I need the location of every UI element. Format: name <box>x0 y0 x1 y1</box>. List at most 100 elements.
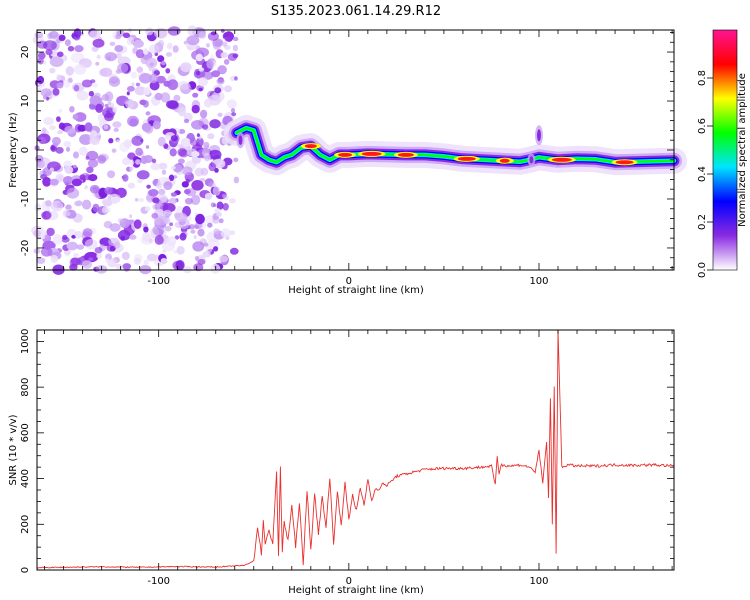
noise-blob <box>91 82 99 88</box>
colorbar-tick-label: 0.0 <box>697 262 708 278</box>
noise-blob <box>222 41 228 47</box>
noise-blob <box>231 112 237 117</box>
noise-blob <box>108 76 121 87</box>
noise-blob <box>96 253 102 259</box>
noise-blob <box>168 197 177 205</box>
noise-blob <box>73 164 77 169</box>
noise-blob <box>146 253 157 262</box>
noise-blob <box>230 108 236 113</box>
noise-blob <box>213 228 220 235</box>
noise-blob <box>139 197 144 203</box>
snr-y-ticks: 0 200 400 600 800 1000 <box>20 329 674 573</box>
noise-blob <box>36 87 42 92</box>
noise-blob <box>58 108 63 113</box>
noise-blob <box>97 155 107 164</box>
noise-blob <box>57 51 64 58</box>
noise-blob <box>131 82 135 87</box>
noise-blob <box>52 234 63 245</box>
noise-blob <box>129 214 133 218</box>
noise-blob <box>45 96 50 101</box>
noise-blob <box>210 31 217 36</box>
noise-blob <box>104 207 111 213</box>
noise-blob <box>173 94 181 102</box>
x-tick-label: -100 <box>147 576 170 587</box>
noise-blob <box>65 66 75 76</box>
noise-blob <box>195 71 201 76</box>
noise-blob <box>99 237 112 247</box>
noise-blob <box>152 203 161 211</box>
noise-blob <box>41 127 47 133</box>
noise-blob <box>107 193 121 204</box>
noise-blob <box>66 187 80 199</box>
noise-blob <box>170 192 177 197</box>
noise-blob <box>198 67 205 72</box>
noise-blob <box>77 124 87 132</box>
noise-blob <box>166 42 173 50</box>
noise-blob <box>143 48 149 55</box>
noise-blob <box>95 103 104 114</box>
noise-blob <box>184 189 191 195</box>
noise-blob <box>41 211 52 220</box>
noise-blob <box>134 86 147 96</box>
x-tick-label: 100 <box>529 576 548 587</box>
noise-blob <box>73 64 87 75</box>
noise-blob <box>195 53 203 62</box>
noise-blob <box>115 53 122 59</box>
noise-blob <box>64 39 71 47</box>
noise-blob <box>208 149 222 160</box>
noise-blob <box>154 28 168 39</box>
noise-blob <box>223 59 230 65</box>
noise-blob <box>107 257 118 268</box>
noise-blob <box>135 159 141 165</box>
noise-blob <box>69 106 75 113</box>
noise-blob <box>67 45 75 52</box>
noise-blob <box>44 234 50 240</box>
noise-blob <box>150 162 161 171</box>
noise-blob <box>212 186 221 196</box>
noise-blob <box>91 46 99 52</box>
noise-blob <box>169 148 177 157</box>
noise-blob <box>189 137 197 146</box>
noise-blob <box>73 252 79 258</box>
noise-blob <box>122 263 132 270</box>
noise-blob <box>104 52 117 62</box>
noise-blob <box>94 247 103 254</box>
noise-blob <box>45 200 52 207</box>
noise-blob <box>81 79 93 88</box>
noise-blob <box>180 137 191 148</box>
noise-blob <box>56 74 62 81</box>
ridge-hotspot <box>551 157 572 162</box>
heatmap-ridge <box>223 115 687 176</box>
ridge-streak-core <box>529 156 534 164</box>
noise-blob <box>83 251 99 263</box>
noise-blob <box>214 168 219 173</box>
noise-blob <box>130 71 138 79</box>
x-tick-label: -100 <box>147 276 170 287</box>
noise-blob <box>176 245 185 255</box>
noise-blob <box>69 263 78 271</box>
noise-blob <box>135 82 141 87</box>
heatmap-noise-blobs <box>31 25 240 275</box>
noise-blob <box>177 81 191 90</box>
ridge-hotspot <box>338 152 353 157</box>
noise-blob <box>117 63 129 74</box>
noise-blob <box>63 141 72 148</box>
noise-blob <box>88 257 94 261</box>
noise-blob <box>85 155 90 160</box>
noise-blob <box>50 200 64 212</box>
noise-blob <box>111 148 117 153</box>
y-tick-label: -20 <box>20 240 31 256</box>
figure-title: S135.2023.061.14.29.R12 <box>271 4 441 19</box>
noise-blob <box>129 234 137 240</box>
noise-blob <box>197 258 206 265</box>
noise-blob <box>72 113 79 120</box>
noise-blob <box>176 205 184 215</box>
noise-blob <box>172 164 183 173</box>
noise-blob <box>193 263 204 272</box>
heatmap-y-ticks: -20 -10 0 10 20 <box>20 32 674 268</box>
noise-blob <box>220 228 231 239</box>
noise-blob <box>195 213 205 225</box>
noise-blob <box>160 60 166 66</box>
y-tick-label: 20 <box>20 46 31 59</box>
